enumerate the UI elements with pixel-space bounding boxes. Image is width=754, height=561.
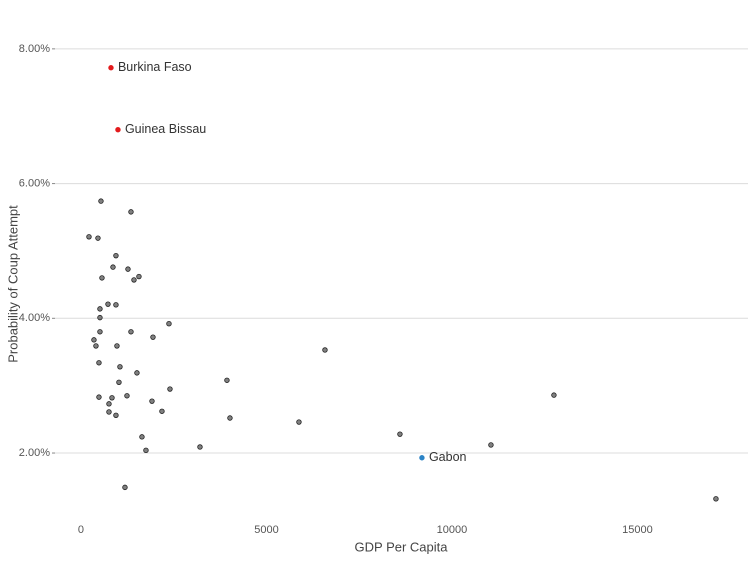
point-label: Gabon [429,450,467,464]
point [419,455,425,461]
point [128,209,134,215]
point-label: Guinea Bissau [125,122,206,136]
point [93,343,99,349]
point [124,393,130,399]
point [86,234,92,240]
point [108,65,114,71]
x-tick-label: 10000 [437,524,468,536]
point [91,337,97,343]
point [224,377,230,383]
point [114,343,120,349]
point [97,314,103,321]
point [131,277,137,283]
point [106,409,112,415]
point [197,444,203,450]
point [115,126,121,133]
point [488,442,494,448]
y-tick-label: 2.00% [19,447,50,459]
point [150,334,156,340]
x-axis-label: GDP Per Capita [355,539,449,554]
point [551,392,557,398]
point [110,264,116,270]
y-tick-label: 8.00% [19,43,50,55]
point [125,266,131,272]
point [113,412,119,419]
x-tick-label: 15000 [622,524,653,536]
x-tick-label: 0 [78,524,84,536]
y-tick-label: 6.00% [19,177,50,189]
point [109,395,115,401]
point [97,329,103,335]
point [99,275,105,281]
point [95,235,101,241]
point-label: Burkina Faso [118,60,192,74]
point [143,447,149,454]
point [122,484,128,491]
point [322,347,328,353]
point [134,370,140,376]
point [167,386,173,392]
point [128,329,134,335]
point [227,415,233,421]
point [98,198,104,204]
y-axis-label: Probability of Coup Attempt [5,205,20,363]
point [113,252,119,259]
point [136,273,142,280]
point [159,408,165,414]
point [149,398,155,404]
y-tick-label: 4.00% [19,312,50,324]
point [166,320,172,327]
point [713,496,719,502]
point [139,434,145,440]
point [113,302,119,308]
point [97,306,103,312]
point [96,394,102,400]
x-tick-label: 5000 [254,524,278,536]
point [117,364,123,370]
point [397,431,403,437]
point [96,360,102,366]
point [106,401,112,407]
point [116,379,122,385]
point [296,419,302,425]
point [105,301,111,307]
